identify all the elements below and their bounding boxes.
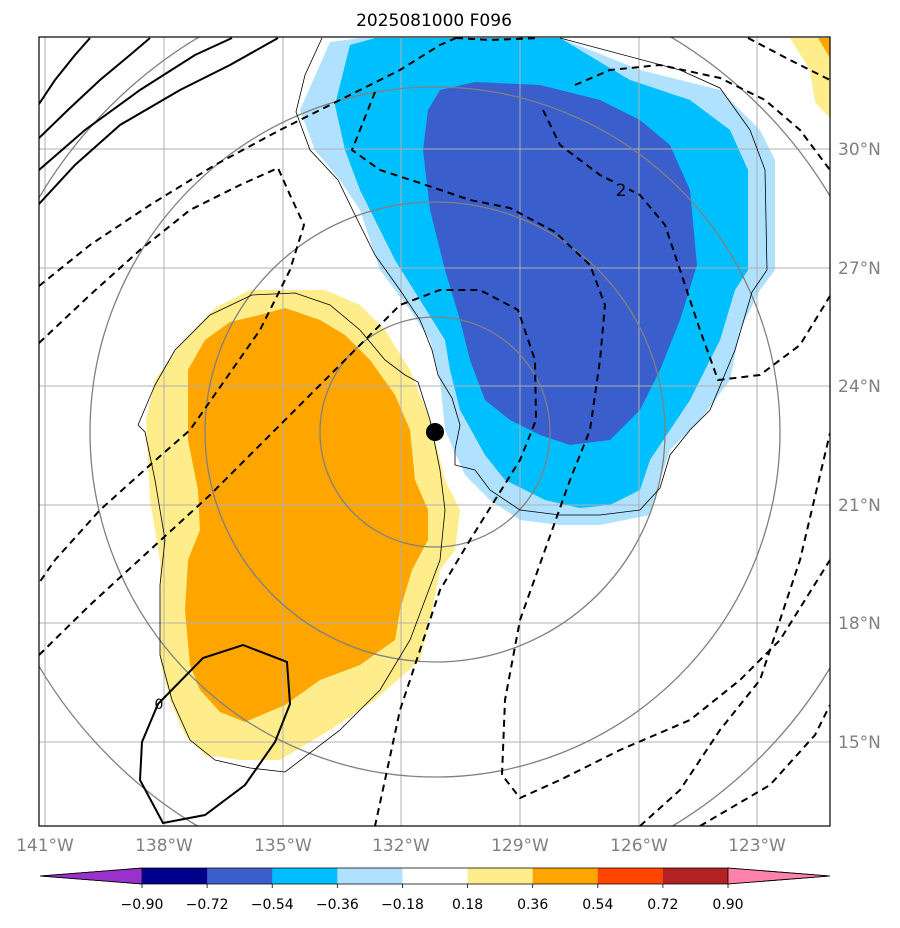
dashed-contour-10 — [639, 432, 830, 826]
colorbar-segment — [207, 868, 273, 884]
contour-label-2: 2 — [616, 181, 627, 201]
map-layers: 2 0 — [39, 37, 830, 826]
dashed-contour-2 — [39, 166, 306, 584]
colorbar: −0.90 −0.72 −0.54 −0.36 −0.18 0.18 0.36 0.54 0.7… — [39, 867, 831, 913]
lat-tick-18: 18°N — [838, 614, 881, 634]
colorbar-tick-label: −0.90 — [121, 897, 164, 913]
colorbar-segment — [337, 868, 403, 884]
lon-tick-123: 123°W — [728, 836, 786, 856]
lat-tick-27: 27°N — [838, 259, 881, 279]
lon-tick-132: 132°W — [372, 836, 430, 856]
grid-lines — [39, 37, 830, 826]
colorbar-tick-label: 0.90 — [712, 897, 743, 913]
solid-contour-4 — [39, 37, 279, 205]
range-ring-2 — [204, 201, 666, 663]
colorbar-segment — [662, 868, 729, 884]
range-rings — [39, 37, 830, 826]
thin-contours — [137, 37, 768, 773]
lon-tick-126: 126°W — [610, 836, 668, 856]
thin-contour-north — [295, 37, 768, 516]
lon-tick-135: 135°W — [254, 836, 312, 856]
colorbar-extend-low — [39, 867, 143, 885]
colorbar-segment — [142, 868, 208, 884]
shading-orange — [185, 308, 428, 722]
lon-tick-labels: 141°W 138°W 135°W 132°W 129°W 126°W 123°… — [16, 836, 786, 856]
shading-royal-blue — [423, 82, 697, 445]
lon-tick-138: 138°W — [135, 836, 193, 856]
lat-tick-labels: 30°N 27°N 24°N 21°N 18°N 15°N — [838, 140, 881, 753]
range-ring-1 — [319, 316, 551, 548]
lat-tick-15: 15°N — [838, 733, 881, 753]
chart-title: 2025081000 F096 — [356, 11, 512, 31]
colorbar-tick-label: −0.36 — [316, 897, 359, 913]
contour-label-0: 0 — [155, 697, 164, 713]
colorbar-tick-label: 0.54 — [582, 897, 613, 913]
dashed-contour-8 — [747, 37, 830, 81]
colorbar-tick-label: 0.36 — [517, 897, 548, 913]
colorbar-segment — [272, 868, 338, 884]
dashed-contour-6 — [574, 63, 830, 171]
shading-corner-orange — [818, 38, 830, 58]
lat-tick-21: 21°N — [838, 496, 881, 516]
colorbar-segment — [597, 868, 664, 884]
colorbar-tick-label: 0.18 — [452, 897, 483, 913]
lon-tick-141: 141°W — [16, 836, 74, 856]
colorbar-extend-high — [727, 867, 831, 885]
solid-contour-3 — [39, 37, 233, 171]
thin-contour-south — [137, 292, 446, 773]
solid-contour-1 — [39, 37, 91, 105]
lon-tick-129: 129°W — [491, 836, 549, 856]
lat-tick-30: 30°N — [838, 140, 881, 160]
shading-corner-yellow — [790, 38, 830, 118]
dashed-contour-1 — [39, 37, 457, 287]
lat-tick-24: 24°N — [838, 377, 881, 397]
colorbar-segment — [402, 868, 469, 884]
contour-label-2-bg — [613, 179, 629, 199]
colorbar-tick-label: −0.18 — [381, 897, 424, 913]
colorbar-tick-label: −0.72 — [186, 897, 229, 913]
colorbar-tick-label: 0.72 — [647, 897, 678, 913]
map-frame — [38, 36, 831, 827]
dashed-contour-4 — [350, 91, 830, 800]
dashed-contour-9 — [699, 704, 830, 826]
dashed-contours — [39, 37, 830, 826]
colorbar-tick-label: −0.54 — [251, 897, 294, 913]
solid-contour-2 — [39, 37, 151, 139]
solid-contours — [39, 37, 292, 825]
dashed-contour-7 — [542, 109, 830, 382]
range-ring-3 — [89, 86, 781, 778]
solid-contour-lower — [138, 643, 292, 825]
colorbar-segment — [532, 868, 599, 884]
storm-center-marker — [426, 423, 444, 441]
dashed-contour-3 — [39, 289, 538, 826]
colorbar-segment — [467, 868, 534, 884]
